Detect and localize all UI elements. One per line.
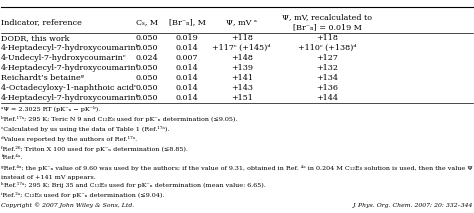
Text: 4-Heptadecyl-7-hydroxycoumarinᵇ: 4-Heptadecyl-7-hydroxycoumarinᵇ [1,44,140,52]
Text: +148: +148 [231,54,253,62]
Text: [Br⁻ₙ], M: [Br⁻ₙ], M [169,19,206,27]
Text: +143: +143 [231,84,253,92]
Text: 0.007: 0.007 [176,54,199,62]
Text: 0.050: 0.050 [136,64,158,72]
Text: +117ᶜ (+145)ᵈ: +117ᶜ (+145)ᵈ [212,44,271,52]
Text: ᶜCalculated by us using the data of Table 1 (Ref.¹⁷ᵃ).: ᶜCalculated by us using the data of Tabl… [1,126,170,132]
Text: +132: +132 [316,64,338,72]
Text: ⁱRef.²ᵃ; C₁₂E₈ used for pK⁻ₙ determination (≤9.04).: ⁱRef.²ᵃ; C₁₂E₈ used for pK⁻ₙ determinati… [1,192,165,198]
Text: J. Phys. Org. Chem. 2007; 20: 332–344: J. Phys. Org. Chem. 2007; 20: 332–344 [352,203,473,208]
Text: +118: +118 [231,34,253,42]
Text: 0.050: 0.050 [136,44,158,52]
Text: Copyright © 2007 John Wiley & Sons, Ltd.: Copyright © 2007 John Wiley & Sons, Ltd. [1,203,135,208]
Text: 0.050: 0.050 [136,74,158,82]
Text: 0.014: 0.014 [176,94,199,102]
Text: 4-Octadecyloxy-1-naphthoic acidᶜ: 4-Octadecyloxy-1-naphthoic acidᶜ [1,84,137,92]
Text: DODR, this work: DODR, this work [1,34,70,42]
Text: 0.014: 0.014 [176,84,199,92]
Text: ᶠRef.⁴ᵃ.: ᶠRef.⁴ᵃ. [1,155,23,160]
Text: +139: +139 [231,64,253,72]
Text: 4-Undecyl-7-hydroxycoumarinᶜ: 4-Undecyl-7-hydroxycoumarinᶜ [1,54,127,62]
Text: +118: +118 [316,34,338,42]
Text: +151: +151 [231,94,253,102]
Text: 0.050: 0.050 [136,84,158,92]
Text: Ψ, mV ᵃ: Ψ, mV ᵃ [226,19,257,27]
Text: 0.050: 0.050 [136,34,158,42]
Text: 4-Heptadecyl-7-hydroxycoumarinᶠ: 4-Heptadecyl-7-hydroxycoumarinᶠ [1,64,138,72]
Text: 0.014: 0.014 [176,64,199,72]
Text: +127: +127 [316,54,338,62]
Text: +110ᶜ (+138)ᵈ: +110ᶜ (+138)ᵈ [298,44,356,52]
Text: ᵇRef.¹⁷ᵃ; 295 K; Teric N 9 and C₁₂E₈ used for pK⁻ₙ determination (≤9.05).: ᵇRef.¹⁷ᵃ; 295 K; Teric N 9 and C₁₂E₈ use… [1,116,238,122]
Text: ᵈValues reported by the authors of Ref.¹⁷ᵃ.: ᵈValues reported by the authors of Ref.¹… [1,136,137,142]
Text: 0.014: 0.014 [176,74,199,82]
Text: 0.024: 0.024 [136,54,158,62]
Text: Cₛ, M: Cₛ, M [136,19,158,27]
Text: +141: +141 [231,74,253,82]
Text: ᵃΨ = 2.3025 RT (pK⁻ₙ − pK⁻ᵇ).: ᵃΨ = 2.3025 RT (pK⁻ₙ − pK⁻ᵇ). [1,106,100,112]
Text: ᶠRef.²⁶; Triton X 100 used for pK⁻ₙ determination (≤8.85).: ᶠRef.²⁶; Triton X 100 used for pK⁻ₙ dete… [1,146,188,152]
Text: 0.050: 0.050 [136,94,158,102]
Text: ᵍRef.⁴ᵃ; the pK⁻ₙ value of 9.60 was used by the authors; if the value of 9.31, o: ᵍRef.⁴ᵃ; the pK⁻ₙ value of 9.60 was used… [1,165,474,171]
Text: 0.019: 0.019 [176,34,199,42]
Text: 4-Heptadecyl-7-hydroxycoumarinʰ: 4-Heptadecyl-7-hydroxycoumarinʰ [1,94,140,102]
Text: +144: +144 [316,94,338,102]
Text: [Br⁻ₙ] = 0.019 M: [Br⁻ₙ] = 0.019 M [292,24,362,32]
Text: Ψ, mV, recalculated to: Ψ, mV, recalculated to [282,13,372,22]
Text: ʰRef.¹⁷ᵃ; 295 K; Brij 35 and C₁₂E₈ used for pK⁻ₙ determination (mean value: 6.65: ʰRef.¹⁷ᵃ; 295 K; Brij 35 and C₁₂E₈ used … [1,182,266,188]
Text: Reichardt’s betaineᵍ: Reichardt’s betaineᵍ [1,74,84,82]
Text: instead of +141 mV appears.: instead of +141 mV appears. [1,175,96,180]
Text: +134: +134 [316,74,338,82]
Text: 0.014: 0.014 [176,44,199,52]
Text: +136: +136 [316,84,338,92]
Text: Indicator, reference: Indicator, reference [1,19,82,27]
